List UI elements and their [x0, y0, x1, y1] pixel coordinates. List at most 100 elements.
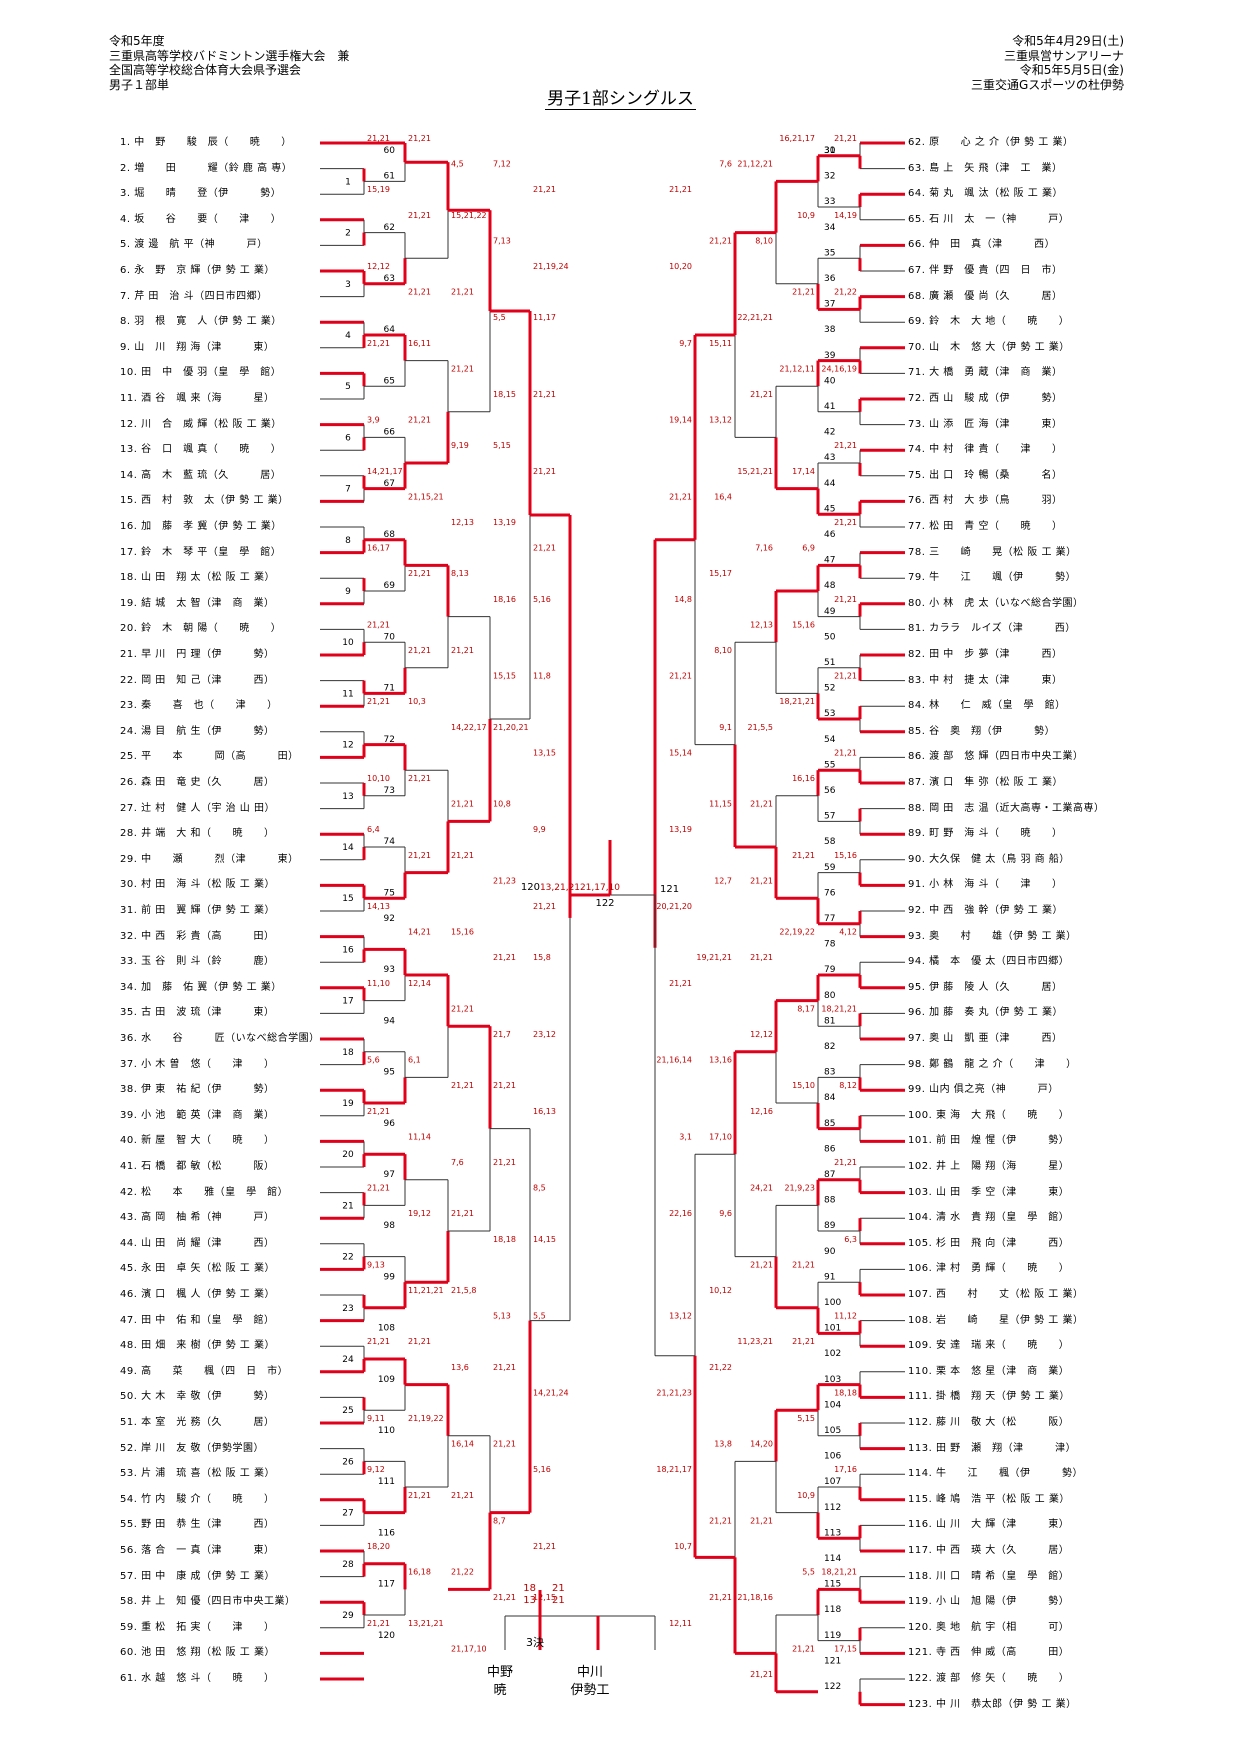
player-entry-left: 39. 小 池 範 英（津 商 業）	[120, 1109, 275, 1121]
player-entry-right: 91. 小 林 海 斗（ 津 ）	[908, 879, 1063, 891]
match-number: 77	[824, 914, 835, 924]
match-number: 27	[342, 1509, 353, 1519]
right-score: 21,18,16	[737, 1593, 773, 1602]
player-entry-left: 12. 川 合 威 輝（松 阪 工 業）	[120, 418, 282, 430]
player-entry-left: 13. 谷 口 颯 真（ 暁 ）	[120, 444, 282, 456]
right-score: 21,21	[709, 1593, 732, 1602]
right-score: 8,12	[839, 1081, 857, 1090]
player-entry-right: 87. 濱 口 隼 弥（松 阪 工 業）	[908, 777, 1063, 788]
left-score: 9,13	[367, 1260, 385, 1269]
left-score: 21,21	[408, 646, 431, 655]
player-entry-right: 78. 三 崎 晃（松 阪 工 業）	[908, 546, 1077, 558]
match-number: 73	[384, 786, 395, 796]
right-score: 10,12	[709, 1286, 732, 1295]
player-entry-right: 116. 山 川 大 輝（津 東）	[908, 1519, 1070, 1531]
match-number: 86	[824, 1144, 836, 1154]
player-entry-left: 17. 鈴 木 琴 平（皇 學 館）	[120, 546, 282, 558]
player-entry-left: 5. 渡 邊 航 平（神 戸）	[120, 239, 268, 251]
left-score: 3,9	[367, 416, 380, 425]
player-entry-right: 92. 中 西 強 幹（伊 勢 工 業）	[908, 905, 1063, 916]
player-entry-right: 71. 大 橋 勇 蔵（津 商 業）	[908, 367, 1063, 379]
player-entry-left: 19. 結 城 太 智（津 商 業）	[120, 597, 275, 609]
left-score: 5,5	[493, 313, 506, 322]
player-entry-right: 63. 島 上 矢 飛（津 工 業）	[908, 162, 1063, 174]
player-entry-left: 24. 湯 目 航 生（伊 勢）	[120, 725, 275, 737]
player-entry-right: 123. 中 川 恭太郎（伊 勢 工 業）	[908, 1698, 1077, 1710]
match-number: 37	[824, 300, 835, 310]
match-number: 67	[384, 479, 395, 489]
match-number: 115	[824, 1580, 841, 1590]
page-title: 男子1部シングルス	[0, 84, 1241, 110]
left-score: 16,11	[408, 339, 431, 348]
left-score: 16,13	[533, 1107, 556, 1116]
header-line: 三重県営サンアリーナ	[1003, 48, 1124, 63]
player-entry-left: 56. 落 合 一 真（津 東）	[120, 1545, 275, 1556]
match-number: 111	[378, 1477, 395, 1487]
match-number: 104	[824, 1400, 841, 1410]
right-score: 11,12	[834, 1312, 857, 1321]
right-score: 10,9	[797, 211, 815, 220]
match-number: 31	[824, 146, 835, 156]
right-score: 12,12	[750, 1030, 773, 1039]
player-entry-left: 8. 羽 根 寛 人（伊 勢 工 業）	[120, 316, 282, 328]
player-entry-right: 66. 仲 田 真（津 西）	[908, 239, 1056, 251]
match-number: 32	[824, 172, 835, 182]
right-score: 24,21	[750, 1184, 773, 1193]
left-score: 15,15	[493, 672, 516, 681]
left-score: 21,15,21	[408, 492, 444, 501]
player-entry-right: 119. 小 山 旭 陽（伊 勢）	[908, 1596, 1070, 1608]
player-entry-left: 35. 古 田 波 琉（津 東）	[120, 1007, 275, 1019]
player-entry-right: 112. 藤 川 敬 大（松 阪）	[908, 1417, 1070, 1428]
match-number: 29	[342, 1611, 354, 1621]
left-score: 21,21	[367, 339, 390, 348]
player-entry-left: 16. 加 藤 孝 冀（伊 勢 工 業）	[120, 521, 282, 532]
left-score: 21,19,24	[533, 262, 569, 271]
match-number: 113	[824, 1528, 841, 1538]
match-number: 93	[384, 965, 395, 975]
match-number: 55	[824, 760, 835, 770]
left-score: 21,21	[367, 1337, 390, 1346]
player-entry-right: 83. 中 村 捷 太（津 東）	[908, 674, 1063, 686]
match-number: 23	[342, 1304, 353, 1314]
match-number: 39	[824, 351, 836, 361]
player-entry-right: 98. 鄭 鶴 龍 之 介（ 津 ）	[908, 1058, 1077, 1070]
player-entry-right: 69. 鈴 木 大 地（ 暁 ）	[908, 316, 1070, 328]
match-number: 74	[384, 837, 396, 847]
player-entry-right: 96. 加 藤 奏 丸（伊 勢 工 業）	[908, 1007, 1063, 1019]
player-entry-right: 106. 津 村 勇 輝（ 暁 ）	[908, 1263, 1070, 1275]
player-entry-left: 22. 岡 田 知 己（津 西）	[120, 674, 275, 686]
player-entry-right: 79. 牛 江 颯（伊 勢）	[908, 572, 1077, 584]
left-score: 9,19	[451, 441, 469, 450]
match-number: 76	[824, 888, 836, 898]
player-entry-right: 64. 菊 丸 颯 汰（松 阪 工 業）	[908, 188, 1063, 200]
left-score: 12,12	[367, 262, 390, 271]
player-entry-right: 117. 中 西 瑛 大（久 居）	[908, 1545, 1070, 1556]
match-number: 89	[824, 1221, 836, 1231]
player-entry-left: 28. 井 端 大 和（ 暁 ）	[120, 828, 275, 840]
match-number: 18	[342, 1048, 354, 1058]
match-number: 96	[384, 1119, 396, 1129]
player-entry-left: 50. 大 木 幸 敬（伊 勢）	[120, 1391, 275, 1403]
match-number: 21	[342, 1201, 353, 1211]
match-number: 75	[384, 888, 395, 898]
left-score: 13,15	[533, 748, 556, 757]
match-number: 17	[342, 997, 353, 1007]
left-score: 11,17	[533, 313, 556, 322]
player-entry-left: 38. 伊 東 祐 紀（伊 勢）	[120, 1084, 275, 1096]
third-score: 13	[523, 1595, 536, 1606]
match-number: 51	[824, 658, 835, 668]
left-score: 9,11	[367, 1414, 385, 1423]
match-number: 81	[824, 1016, 835, 1026]
match-number: 3	[345, 280, 351, 290]
right-score: 14,20	[750, 1440, 773, 1449]
match-number: 108	[378, 1324, 395, 1334]
match-number: 56	[824, 786, 836, 796]
player-entry-left: 60. 池 田 悠 翔（松 阪 工 業）	[120, 1647, 275, 1659]
right-score: 4,12	[839, 928, 857, 937]
player-entry-left: 47. 田 中 佑 和（皇 學 館）	[120, 1314, 275, 1326]
player-entry-left: 29. 中 瀬 烈（津 東）	[120, 853, 299, 865]
right-score: 21,9,23	[784, 1184, 815, 1193]
player-entry-left: 30. 村 田 海 斗（松 阪 工 業）	[120, 879, 275, 891]
match-number: 41	[824, 402, 835, 412]
left-score: 21,21	[451, 1209, 474, 1218]
